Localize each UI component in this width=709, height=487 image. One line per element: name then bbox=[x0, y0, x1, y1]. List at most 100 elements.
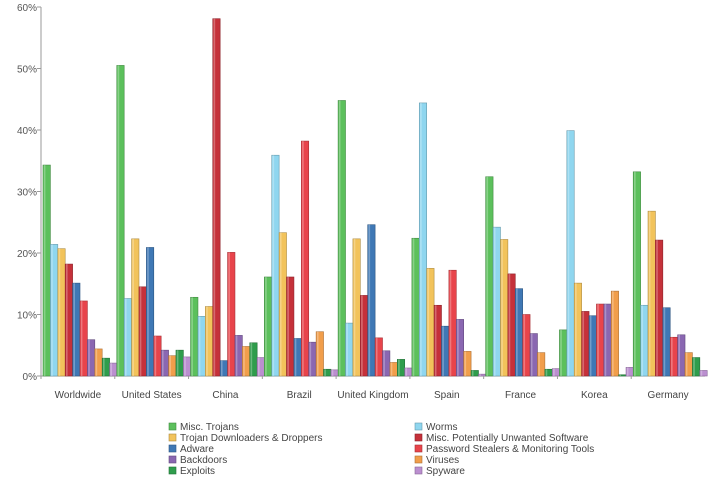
bar-highlight bbox=[412, 238, 415, 376]
bar-highlight bbox=[220, 360, 223, 377]
legend-swatch bbox=[414, 422, 423, 431]
bar-highlight bbox=[272, 155, 275, 376]
bar bbox=[212, 18, 221, 377]
bar-highlight bbox=[213, 18, 216, 376]
bar-highlight bbox=[117, 65, 120, 377]
y-tick-label: 40% bbox=[17, 126, 37, 137]
y-tick-label: 0% bbox=[23, 372, 38, 383]
bar-highlight bbox=[597, 304, 599, 376]
bar-highlight bbox=[457, 319, 459, 376]
bar-highlight bbox=[626, 367, 629, 376]
bar-highlight bbox=[331, 369, 334, 376]
bar-highlight bbox=[582, 311, 585, 376]
bar bbox=[610, 290, 619, 377]
category-label: Brazil bbox=[287, 390, 312, 401]
bar-highlight bbox=[95, 348, 98, 376]
bar-highlight bbox=[124, 298, 127, 376]
bar-highlight bbox=[383, 350, 385, 376]
category-label: China bbox=[212, 390, 239, 401]
bar-highlight bbox=[449, 270, 452, 376]
bar-highlight bbox=[434, 305, 437, 376]
bar-highlight bbox=[530, 333, 533, 376]
bar-highlight bbox=[486, 176, 489, 376]
bar bbox=[397, 359, 406, 377]
legend-label: Trojan Downloaders & Droppers bbox=[180, 433, 322, 444]
bar-highlight bbox=[302, 141, 304, 376]
legend-swatch bbox=[414, 444, 423, 453]
bar-highlight bbox=[538, 352, 540, 376]
bar-highlight bbox=[228, 252, 230, 376]
bar-highlight bbox=[257, 357, 260, 376]
bar-highlight bbox=[405, 368, 408, 376]
category-label: Germany bbox=[648, 390, 689, 401]
bar-highlight bbox=[132, 238, 134, 376]
y-tick-label: 50% bbox=[17, 65, 37, 76]
legend-label: Password Stealers & Monitoring Tools bbox=[426, 444, 594, 455]
bar-highlight bbox=[575, 283, 577, 376]
legend-label: Misc. Potentially Unwanted Software bbox=[426, 433, 589, 444]
bar-highlight bbox=[243, 346, 245, 376]
bar-highlight bbox=[250, 342, 253, 376]
bar bbox=[632, 171, 641, 377]
bar bbox=[315, 331, 324, 377]
bar-highlight bbox=[685, 352, 688, 376]
bar-highlight bbox=[420, 102, 422, 376]
bar-highlight bbox=[493, 227, 496, 376]
bar-highlight bbox=[648, 211, 651, 376]
bar bbox=[337, 100, 346, 377]
bar bbox=[116, 65, 125, 377]
bar-highlight bbox=[176, 350, 179, 376]
legend-label: Worms bbox=[426, 422, 457, 433]
legend-label: Exploits bbox=[180, 466, 215, 477]
bar-highlight bbox=[316, 331, 319, 376]
legend-swatch bbox=[414, 455, 423, 464]
bar-highlight bbox=[693, 357, 695, 376]
bar-highlight bbox=[103, 358, 105, 376]
bar-highlight bbox=[66, 264, 68, 376]
bar-highlight bbox=[560, 329, 562, 377]
bar-highlight bbox=[567, 130, 570, 376]
bar bbox=[227, 252, 236, 377]
legend-label: Backdoors bbox=[180, 455, 227, 466]
category-label: Worldwide bbox=[55, 390, 102, 401]
bar-highlight bbox=[604, 304, 607, 376]
y-tick-label: 30% bbox=[17, 188, 37, 199]
bar-highlight bbox=[398, 359, 400, 376]
legend-swatch bbox=[168, 433, 177, 442]
legend-swatch bbox=[168, 455, 177, 464]
bar bbox=[566, 130, 575, 377]
category-label: United Kingdom bbox=[337, 390, 408, 401]
bar-highlight bbox=[516, 288, 518, 376]
bar-highlight bbox=[43, 165, 46, 376]
bar bbox=[463, 351, 472, 377]
bar-highlight bbox=[338, 100, 341, 376]
bar-highlight bbox=[427, 268, 430, 377]
bar bbox=[470, 370, 479, 377]
legend-swatch bbox=[414, 466, 423, 475]
bar-highlight bbox=[110, 363, 112, 376]
bar-highlight bbox=[58, 248, 61, 376]
bar-highlight bbox=[235, 335, 238, 376]
bar-highlight bbox=[169, 355, 171, 376]
y-tick-label: 20% bbox=[17, 249, 37, 260]
bar bbox=[286, 276, 295, 377]
bar-highlight bbox=[619, 374, 622, 376]
bar-highlight bbox=[663, 307, 666, 376]
bar-highlight bbox=[294, 338, 297, 376]
bar-highlight bbox=[73, 283, 75, 376]
bar-highlight bbox=[353, 238, 356, 376]
legend-label: Viruses bbox=[426, 455, 459, 466]
bar-highlight bbox=[671, 337, 673, 376]
bar-highlight bbox=[501, 239, 503, 376]
legend-swatch bbox=[168, 444, 177, 453]
bar bbox=[699, 370, 708, 377]
bar-highlight bbox=[139, 286, 142, 376]
bar-highlight bbox=[206, 306, 208, 376]
bar-highlight bbox=[191, 297, 193, 376]
category-label: Korea bbox=[581, 390, 608, 401]
legend-swatch bbox=[168, 466, 177, 475]
bar-highlight bbox=[287, 276, 289, 376]
bar bbox=[367, 224, 376, 377]
